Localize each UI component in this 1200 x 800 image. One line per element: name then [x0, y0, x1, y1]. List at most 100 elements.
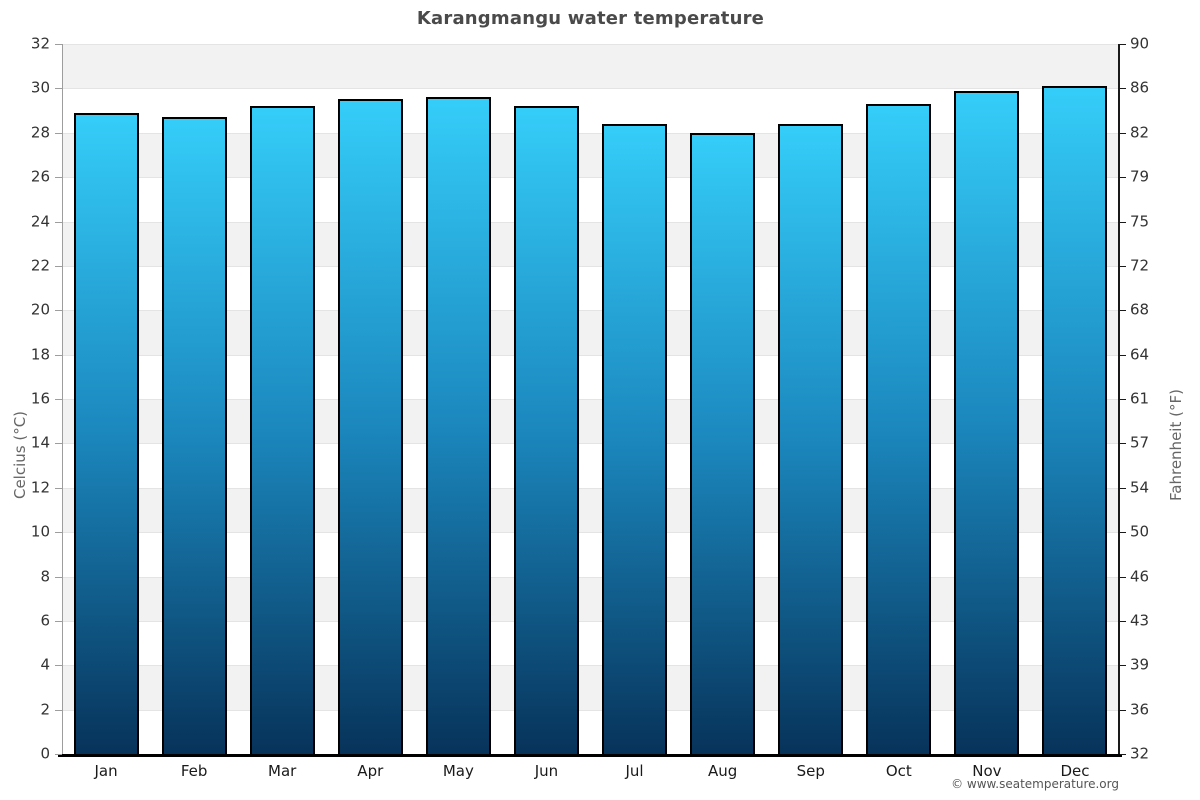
x-tick-label-month: Nov — [972, 762, 1002, 780]
gridline — [62, 665, 1119, 667]
grid-band — [62, 354, 1119, 399]
y-tick-mark-left — [55, 532, 62, 534]
y-tick-mark-left — [55, 399, 62, 400]
y-axis-line-right — [1118, 44, 1120, 755]
y-tick-mark-left — [55, 709, 62, 711]
x-tick-label-month: Feb — [180, 762, 208, 780]
y-tick-label-fahrenheit: 86 — [1130, 78, 1150, 97]
y-tick-mark-right — [1120, 88, 1126, 90]
grid-band — [62, 532, 1119, 577]
grid-band — [62, 44, 1119, 89]
y-tick-label-fahrenheit: 61 — [1130, 389, 1150, 408]
y-tick-mark-left — [55, 44, 62, 45]
gridline — [62, 265, 1119, 267]
grid-band — [62, 132, 1119, 178]
y-tick-label-fahrenheit: 57 — [1130, 433, 1150, 452]
bar-jan — [73, 112, 139, 754]
y-tick-label-celsius: 22 — [30, 256, 50, 275]
gridline — [62, 310, 1119, 312]
x-tick-label-month: Jun — [534, 762, 559, 780]
y-tick-mark-right — [1120, 265, 1126, 267]
gridline — [62, 443, 1119, 445]
grid-band — [62, 487, 1119, 533]
grid-band — [62, 576, 1119, 621]
y-tick-label-fahrenheit: 39 — [1130, 655, 1150, 674]
y-tick-mark-left — [55, 310, 62, 312]
bar-oct — [866, 103, 932, 754]
y-tick-label-celsius: 18 — [30, 345, 50, 364]
gridline — [62, 132, 1119, 134]
bar-aug — [690, 132, 756, 754]
grid-band — [62, 709, 1119, 754]
bar-mar — [249, 106, 315, 754]
bar-apr — [337, 99, 403, 754]
x-tick-label-month: Sep — [796, 762, 825, 780]
y-tick-label-fahrenheit: 90 — [1130, 34, 1150, 53]
y-tick-mark-left — [55, 620, 62, 622]
y-tick-mark-left — [55, 265, 62, 267]
y-tick-mark-right — [1120, 310, 1126, 312]
gridline — [62, 576, 1119, 578]
y-tick-label-fahrenheit: 32 — [1130, 744, 1150, 763]
y-tick-label-fahrenheit: 75 — [1130, 212, 1150, 230]
y-tick-label-celsius: 20 — [30, 300, 50, 319]
gridline — [62, 399, 1119, 400]
y-tick-mark-left — [55, 576, 62, 578]
x-tick-label-month: Apr — [357, 762, 384, 780]
x-tick-label-month: Jul — [625, 762, 644, 780]
grid-band — [62, 665, 1119, 710]
y-tick-label-fahrenheit: 79 — [1130, 167, 1150, 186]
y-tick-label-fahrenheit: 36 — [1130, 700, 1150, 719]
bar-sep — [778, 123, 844, 754]
y-tick-label-fahrenheit: 50 — [1130, 522, 1150, 541]
y-tick-mark-left — [55, 665, 62, 667]
gridline — [62, 221, 1119, 223]
grid-band — [62, 310, 1119, 355]
y-tick-label-fahrenheit: 68 — [1130, 300, 1150, 319]
y-tick-label-celsius: 2 — [40, 700, 50, 719]
y-tick-mark-left — [55, 443, 62, 445]
y-tick-mark-right — [1120, 620, 1126, 622]
y-tick-label-celsius: 8 — [40, 567, 50, 585]
x-tick-label-month: Aug — [707, 762, 738, 780]
y-tick-mark-right — [1120, 44, 1126, 45]
y-tick-mark-right — [1120, 399, 1126, 400]
y-axis-line-left — [62, 44, 63, 754]
y-tick-mark-right — [1120, 665, 1126, 667]
y-tick-label-celsius: 14 — [30, 433, 50, 452]
y-tick-label-fahrenheit: 82 — [1130, 123, 1150, 142]
y-tick-label-celsius: 0 — [40, 744, 50, 763]
y-tick-mark-left — [55, 354, 62, 356]
y-tick-label-celsius: 16 — [30, 389, 50, 408]
gridline — [62, 88, 1119, 90]
y-tick-mark-left — [55, 754, 62, 755]
y-tick-mark-right — [1120, 487, 1126, 489]
y-tick-mark-right — [1120, 709, 1126, 711]
gridline — [62, 487, 1119, 489]
y-tick-label-celsius: 4 — [40, 655, 50, 674]
y-tick-label-celsius: 10 — [30, 522, 50, 541]
bar-feb — [161, 117, 227, 754]
x-axis-line — [58, 754, 1122, 757]
x-tick-label-month: May — [442, 762, 474, 780]
grid-band — [62, 443, 1119, 488]
bar-jul — [602, 123, 668, 754]
grid-band — [62, 221, 1119, 266]
grid-band — [62, 88, 1119, 133]
copyright-attribution: © www.seatemperature.org — [951, 777, 1119, 791]
y-tick-mark-right — [1120, 132, 1126, 134]
y-tick-label-fahrenheit: 43 — [1130, 611, 1150, 630]
grid-band — [62, 265, 1119, 311]
y-tick-mark-left — [55, 177, 62, 179]
gridline — [62, 620, 1119, 622]
bar-may — [425, 97, 491, 754]
bar-jun — [513, 106, 579, 754]
y-tick-mark-left — [55, 88, 62, 90]
bar-nov — [954, 90, 1020, 754]
y-tick-mark-left — [55, 132, 62, 134]
gridline — [62, 532, 1119, 534]
plot-area — [62, 44, 1119, 754]
gridline — [62, 44, 1119, 45]
chart-title: Karangmangu water temperature — [416, 8, 765, 29]
